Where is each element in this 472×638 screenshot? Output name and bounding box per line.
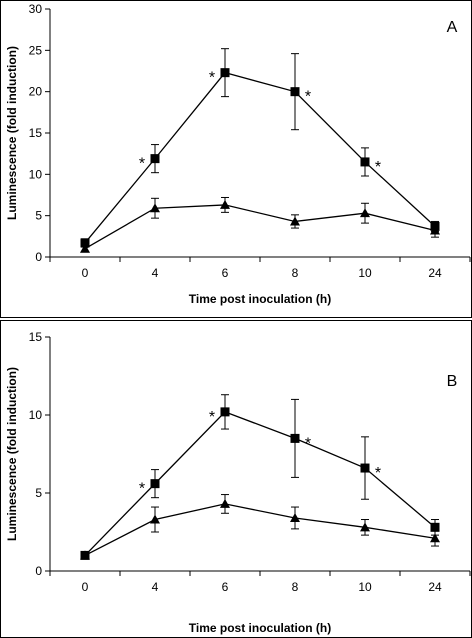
square-marker	[360, 463, 370, 473]
significance-asterisk: *	[209, 70, 215, 87]
triangle-marker	[360, 208, 370, 218]
y-axis-title: Luminescence (fold induction)	[5, 46, 19, 220]
y-tick-label: 15	[29, 126, 43, 140]
x-axis-title: Time post inoculation (h)	[189, 621, 331, 635]
square-marker	[220, 407, 230, 417]
x-tick-label: 6	[222, 266, 229, 280]
y-tick-label: 5	[35, 486, 42, 500]
triangle-marker	[290, 216, 300, 226]
significance-asterisk: *	[375, 159, 381, 176]
x-tick-label: 6	[222, 580, 229, 594]
y-axis-title: Luminescence (fold induction)	[5, 367, 19, 541]
series-line-triangle	[84, 204, 436, 250]
significance-asterisk: *	[305, 89, 311, 106]
chart-frame	[0, 0, 472, 318]
square-marker	[80, 238, 90, 248]
triangle-marker	[430, 225, 440, 235]
y-tick-label: 10	[29, 167, 43, 181]
triangle-marker	[80, 550, 90, 560]
triangle-marker	[360, 522, 370, 532]
triangle-marker	[150, 514, 160, 524]
y-tick-label: 0	[35, 250, 42, 264]
y-tick-label: 15	[29, 330, 43, 344]
square-marker	[150, 479, 160, 489]
significance-asterisk: *	[305, 435, 311, 452]
series-line-square	[84, 411, 436, 556]
x-axis-title: Time post inoculation (h)	[189, 292, 331, 306]
triangle-marker	[80, 243, 90, 253]
x-tick-label: 4	[152, 266, 159, 280]
chart-b-svg: 0 5 10 15 0 4 6 8 10 24 Time post inoculation (h) L…	[0, 320, 472, 638]
x-tick-label: 0	[82, 580, 89, 594]
x-tick-label: 10	[358, 266, 372, 280]
y-tick-label: 30	[29, 2, 43, 16]
significance-asterisk: *	[375, 465, 381, 482]
square-marker	[290, 87, 300, 97]
square-marker	[360, 157, 370, 167]
square-marker	[430, 522, 440, 532]
x-tick-label: 8	[292, 580, 299, 594]
significance-asterisk: *	[209, 409, 215, 426]
chart-frame	[0, 320, 472, 638]
significance-asterisk: *	[139, 156, 145, 173]
panel-label: B	[447, 373, 458, 390]
chart-a-svg: 0 5 10 15 20 25 30 0 4 6 8 10 24 Time post inoculatio…	[0, 0, 472, 318]
x-tick-label: 24	[428, 266, 442, 280]
triangle-marker	[430, 533, 440, 543]
y-tick-label: 5	[35, 209, 42, 223]
triangle-marker	[220, 199, 230, 209]
square-marker	[290, 433, 300, 443]
triangle-marker	[220, 498, 230, 508]
x-tick-label: 4	[152, 580, 159, 594]
x-tick-label: 8	[292, 266, 299, 280]
significance-asterisk: *	[139, 481, 145, 498]
chart-panel-a: 0 5 10 15 20 25 30 0 4 6 8 10 24 Time post inoculatio…	[0, 0, 472, 318]
y-tick-label: 25	[29, 43, 43, 57]
series-line-square	[84, 71, 436, 244]
series-line-triangle	[84, 503, 436, 556]
triangle-marker	[290, 512, 300, 522]
square-marker	[220, 68, 230, 78]
x-tick-label: 0	[82, 266, 89, 280]
y-tick-label: 0	[35, 564, 42, 578]
chart-panel-b: 0 5 10 15 0 4 6 8 10 24 Time post inoculation (h) L…	[0, 320, 472, 638]
panel-label: A	[447, 19, 458, 36]
x-tick-label: 24	[428, 580, 442, 594]
y-tick-label: 20	[29, 85, 43, 99]
x-tick-label: 10	[358, 580, 372, 594]
square-marker	[150, 154, 160, 164]
triangle-marker	[150, 203, 160, 213]
y-tick-label: 10	[29, 408, 43, 422]
